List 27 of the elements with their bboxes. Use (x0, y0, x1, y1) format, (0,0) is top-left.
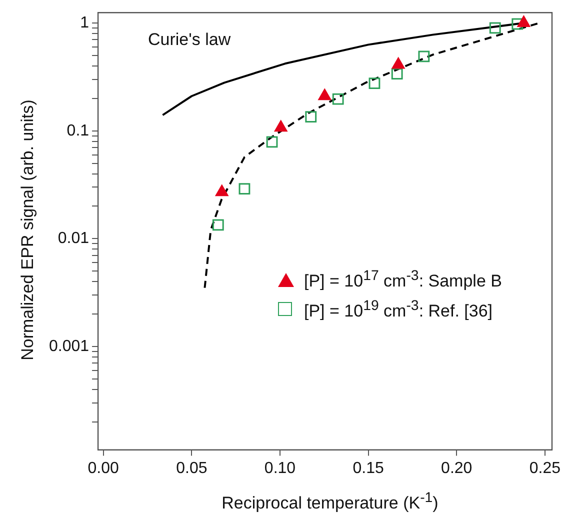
x-tick-label: 0.10 (264, 460, 296, 477)
y-tick-label: 1 (80, 14, 90, 32)
point (391, 68, 403, 80)
point (266, 136, 278, 148)
point (238, 183, 250, 195)
y-tick-label: 0.1 (66, 122, 90, 140)
point (489, 22, 501, 34)
x-tick-label: 0.00 (88, 460, 120, 477)
x-tick-label: 0.15 (352, 460, 384, 477)
point (512, 18, 524, 30)
point (212, 219, 224, 231)
x-tick-label: 0.20 (441, 460, 472, 477)
point (305, 111, 317, 122)
point (418, 50, 430, 62)
series-label: Curie's law (148, 30, 231, 50)
point (368, 78, 380, 90)
point (332, 93, 344, 105)
line-series (204, 22, 540, 289)
x-axis-title: Reciprocal temperature (K$^{-1}$) (222, 490, 438, 514)
y-tick-label: 0.001 (48, 338, 90, 355)
legend-label: [P] = 10$^{19}$ cm$^{-3}$: Ref. [36] (304, 298, 493, 322)
point (517, 16, 530, 28)
legend-label: [P] = 10$^{17}$ cm$^{-3}$: Sample B (304, 268, 502, 292)
x-tick-label: 0.05 (176, 460, 208, 477)
y-tick-label: 0.01 (58, 230, 90, 248)
x-tick-label: 0.25 (529, 460, 561, 477)
y-axis-title: Normalized EPR signal (arb. units) (18, 100, 38, 360)
